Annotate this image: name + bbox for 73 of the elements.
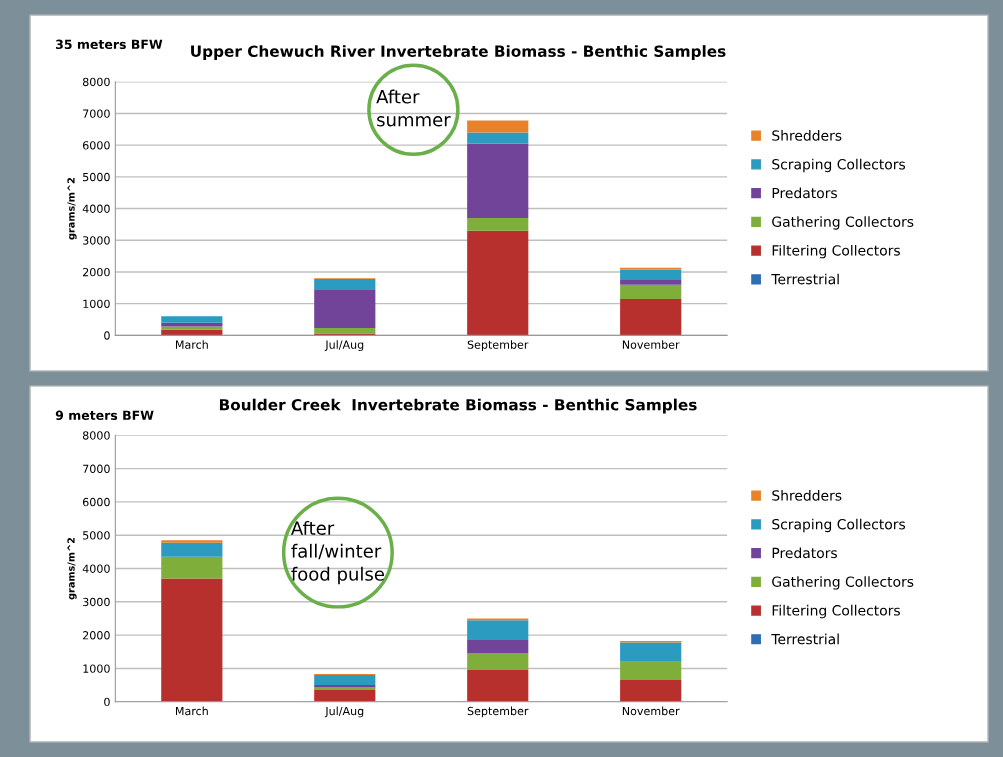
x-tick-label: March	[175, 340, 208, 349]
x-tick-label: November	[622, 706, 680, 716]
legend-label: Terrestrial	[771, 273, 839, 285]
bar	[314, 328, 376, 334]
legend-label: Terrestrial	[771, 633, 839, 645]
bar	[161, 542, 223, 557]
legend-label: Gathering Collectors	[772, 576, 914, 590]
bar	[161, 556, 223, 579]
annotation: After fall/winter food pulse	[291, 520, 384, 585]
chart-subtitle: 9 meters BFW	[55, 410, 154, 420]
bar	[467, 653, 529, 671]
y-tick-label: 0	[104, 331, 110, 340]
bar	[467, 132, 529, 144]
y-tick-label: 2000	[83, 267, 110, 277]
y-tick-label: 6000	[82, 141, 110, 150]
chart-title: Upper Chewuch River Invertebrate Biomass - Benthic Samples	[191, 45, 726, 60]
bar	[620, 284, 682, 299]
y-tick-label: 5000	[83, 172, 110, 182]
bar	[467, 620, 529, 641]
legend-label: Filtering Collectors	[772, 244, 900, 259]
bar	[467, 143, 529, 219]
y-tick-label: 5000	[83, 531, 110, 540]
bar	[161, 326, 223, 330]
legend-label: Filtering Collectors	[772, 604, 900, 619]
y-tick-label: 7000	[83, 464, 110, 473]
legend-label: Shredders	[772, 130, 842, 141]
x-tick-label: Jul/Aug	[324, 706, 364, 718]
bar	[467, 218, 529, 231]
y-tick-label: 8000	[82, 77, 110, 87]
bar	[314, 690, 376, 702]
y-axis-title: grams/m^2	[67, 177, 77, 240]
y-tick-label: 1000	[83, 664, 110, 673]
legend-label: Scraping Collectors	[772, 158, 906, 173]
x-tick-label: September	[467, 706, 529, 718]
bar	[620, 269, 682, 280]
y-tick-label: 8000	[82, 431, 110, 440]
y-tick-label: 6000	[82, 497, 110, 507]
chart-subtitle: 35 meters BFW	[56, 39, 163, 50]
y-tick-label: 1000	[83, 299, 110, 309]
y-tick-label: 4000	[82, 564, 110, 573]
bar	[620, 298, 682, 336]
legend-label: Shredders	[772, 489, 842, 501]
x-tick-label: Jul/Aug	[324, 340, 364, 351]
x-tick-label: March	[175, 706, 208, 716]
bar	[314, 278, 376, 291]
bar	[161, 316, 223, 323]
y-axis-title: grams/m^2	[67, 537, 77, 600]
bar	[467, 120, 529, 133]
bar	[161, 540, 223, 543]
bar	[620, 661, 682, 681]
legend-label: Predators	[772, 187, 837, 199]
bar	[620, 279, 682, 285]
bar	[314, 290, 376, 329]
bar	[467, 230, 529, 336]
bar	[620, 680, 682, 702]
y-tick-label: 0	[104, 697, 110, 707]
bar	[314, 675, 376, 686]
bar	[161, 578, 223, 702]
bar	[467, 670, 529, 702]
legend-label: Scraping Collectors	[772, 518, 906, 533]
annotation: After summer	[376, 89, 451, 127]
x-tick-label: September	[467, 340, 529, 351]
y-tick-label: 2000	[83, 631, 110, 640]
bar	[467, 640, 529, 654]
y-tick-label: 7000	[83, 109, 110, 118]
y-tick-label: 3000	[83, 236, 110, 245]
y-tick-label: 4000	[82, 204, 110, 213]
legend-label: Predators	[772, 547, 837, 559]
bar	[620, 642, 682, 662]
y-tick-label: 3000	[83, 597, 110, 607]
legend-label: Gathering Collectors	[772, 216, 914, 230]
chart-title: Boulder Creek Invertebrate Biomass - Benthic Samples	[219, 398, 697, 414]
x-tick-label: November	[622, 340, 680, 349]
